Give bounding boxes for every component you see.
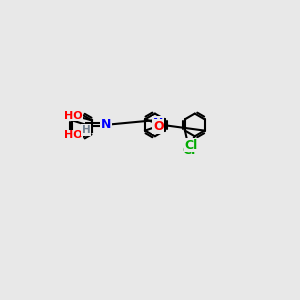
Text: H: H <box>82 125 91 135</box>
Text: N: N <box>153 117 164 130</box>
Text: O: O <box>153 120 164 133</box>
Text: Cl: Cl <box>182 144 196 157</box>
Text: HO: HO <box>64 111 83 121</box>
Text: HO: HO <box>64 130 83 140</box>
Text: N: N <box>100 118 111 131</box>
Text: Cl: Cl <box>185 139 198 152</box>
